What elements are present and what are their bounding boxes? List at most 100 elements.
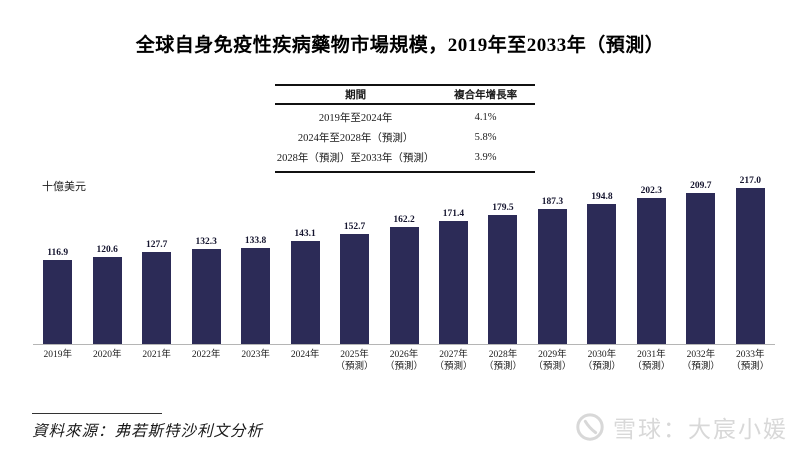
bar-column: 179.5 (478, 203, 527, 344)
x-tick-year: 2024年 (290, 350, 320, 360)
bar-value-label: 179.5 (492, 202, 514, 213)
bar (735, 187, 765, 344)
bar-column: 120.6 (82, 245, 131, 344)
x-tick-year: 2033年 (736, 350, 765, 360)
cagr-cell-period: 2019年至2024年 (318, 112, 393, 124)
x-tick-year: 2019年 (43, 350, 72, 360)
table-row: 2024年至2028年（預測） 5.8% (275, 127, 535, 147)
bar-column: 209.7 (676, 181, 725, 344)
cagr-cell-value: 5.8% (474, 131, 497, 143)
bar (389, 227, 419, 344)
bar (438, 220, 468, 344)
xueqiu-snowball-icon (575, 412, 605, 442)
watermark: 雪球：大宸小媛 (575, 410, 788, 444)
bar-value-label: 194.8 (591, 191, 613, 202)
x-tick: 2030年 （預測） (577, 349, 626, 373)
bar-column: 152.7 (330, 222, 379, 344)
bar-column: 132.3 (181, 237, 230, 344)
bar-value-label: 202.3 (640, 186, 663, 197)
x-tick-year: 2022年 (191, 350, 221, 360)
bar (43, 259, 73, 344)
x-tick-note: （預測） (632, 362, 671, 372)
x-tick-note: （預測） (681, 362, 720, 372)
cagr-cell-value: 4.1% (474, 111, 497, 123)
page-title: 全球自身免疫性疾病藥物市場規模，2019年至2033年（預測） (135, 35, 665, 56)
bar-column: 217.0 (726, 176, 775, 344)
bar-value-label: 209.7 (690, 181, 712, 191)
bar (587, 203, 617, 344)
x-tick-year: 2032年 (686, 350, 716, 360)
cagr-table-body: 2019年至2024年 4.1% 2024年至2028年（預測） 5.8% 2028年（… (275, 105, 535, 171)
bar-value-label: 120.6 (96, 245, 118, 256)
bar-column: 127.7 (132, 240, 181, 344)
x-axis-row: 2019年 2020年 2021年 2022年 2023年 2024年 2025年 （預測） 2… (33, 349, 775, 373)
bar-value-label: 143.1 (294, 229, 316, 239)
bar-value-label: 217.0 (739, 175, 761, 186)
bar-value-label: 187.3 (541, 197, 564, 208)
bar (290, 241, 320, 344)
bar (142, 252, 172, 344)
source-divider (32, 413, 162, 414)
x-tick-note: （預測） (533, 362, 572, 372)
bar-column: 133.8 (231, 236, 280, 344)
bar (537, 209, 567, 344)
x-tick: 2022年 (181, 349, 230, 373)
x-tick: 2032年 （預測） (676, 349, 725, 373)
bar-column: 194.8 (577, 192, 626, 344)
x-tick-year: 2027年 (439, 350, 468, 360)
cagr-cell-value: 3.9% (474, 151, 497, 163)
x-tick-year: 2030年 (587, 350, 617, 360)
bar-value-label: 171.4 (442, 208, 465, 219)
table-row: 2028年（預測）至2033年（預測） 3.9% (275, 147, 535, 167)
x-tick: 2027年 （預測） (429, 349, 478, 373)
y-axis-unit-label: 十億美元 (42, 181, 86, 193)
x-tick: 2031年 （預測） (627, 349, 676, 373)
x-tick-note: （預測） (731, 362, 770, 372)
x-tick-note: （預測） (483, 362, 522, 372)
cagr-table-header-row: 期間 複合年增長率 (275, 86, 535, 105)
bar-value-label: 132.3 (195, 236, 217, 247)
x-tick-year: 2023年 (241, 350, 270, 360)
x-tick: 2024年 (280, 349, 329, 373)
bar-column: 202.3 (627, 186, 676, 344)
x-tick: 2020年 (82, 349, 131, 373)
x-tick-year: 2028年 (488, 350, 518, 360)
bar-column: 143.1 (280, 229, 329, 344)
cagr-cell-period: 2024年至2028年（預測） (297, 132, 414, 144)
x-tick-year: 2025年 (340, 350, 369, 360)
bar (241, 247, 271, 344)
x-tick-note: （預測） (434, 362, 473, 372)
x-tick-year: 2031年 (637, 350, 666, 360)
cagr-header-cagr: 複合年增長率 (454, 90, 518, 101)
cagr-header-period: 期間 (345, 90, 367, 101)
bar-column: 171.4 (429, 209, 478, 344)
x-tick: 2019年 (33, 349, 82, 373)
bar (191, 248, 221, 344)
bar (488, 214, 518, 344)
x-tick-year: 2021年 (142, 350, 171, 360)
x-tick: 2023年 (231, 349, 280, 373)
x-tick-year: 2026年 (389, 350, 419, 360)
bar-column: 187.3 (528, 197, 577, 344)
x-tick: 2025年 （預測） (330, 349, 379, 373)
x-tick: 2029年 （預測） (528, 349, 577, 373)
x-tick-note: （預測） (582, 362, 621, 372)
x-tick: 2026年 （預測） (379, 349, 428, 373)
x-tick: 2028年 （預測） (478, 349, 527, 373)
x-tick-year: 2020年 (92, 350, 122, 360)
bar-value-label: 162.2 (393, 215, 415, 226)
x-tick: 2033年 （預測） (726, 349, 775, 373)
bars-row: 116.9 120.6 127.7 132.3 133.8 143.1 152.7 162.2… (33, 175, 775, 345)
source-text: 資料來源：弗若斯特沙利文分析 (32, 423, 264, 440)
x-tick: 2021年 (132, 349, 181, 373)
bar (636, 198, 666, 344)
x-tick-note: （預測） (385, 362, 424, 372)
table-row: 2019年至2024年 4.1% (275, 107, 535, 127)
watermark-text: 雪球：大宸小媛 (613, 416, 788, 442)
bar-column: 162.2 (379, 215, 428, 344)
bar (686, 193, 716, 344)
bar-value-label: 127.7 (145, 240, 168, 251)
bar-value-label: 116.9 (47, 247, 69, 258)
x-tick-note: （預測） (335, 362, 374, 372)
